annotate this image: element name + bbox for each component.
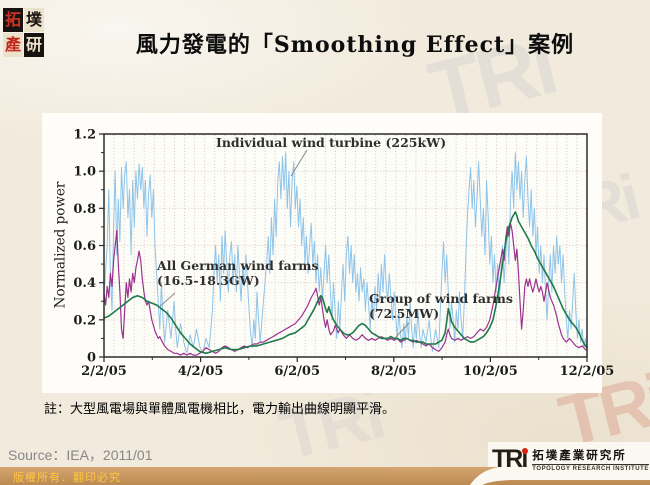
svg-text:0.4: 0.4 [73,276,96,291]
footer-band [0,442,650,485]
tri-chinese-name: 拓墣產業研究所 [532,447,649,465]
svg-text:0.6: 0.6 [73,239,96,254]
seal-char: 產 [3,33,23,57]
svg-text:4/2/05: 4/2/05 [178,364,224,379]
tri-logo-text: 拓墣產業研究所 TOPOLOGY RESEARCH INSTITUTE [532,444,649,472]
tri-letters: TR [492,445,523,473]
svg-text:6/2/05: 6/2/05 [274,364,320,379]
annotation-all-german-wind-farms: All German wind farms (16.5-18.3GW) [157,258,319,288]
slide-title: 風力發電的「Smoothing Effect」案例 [135,32,575,58]
tri-i-red-dot-icon [522,448,529,454]
svg-text:10/2/05: 10/2/05 [463,364,518,379]
annotation-line: All German wind farms [157,258,319,273]
seal-char: 研 [24,33,44,57]
annotation-line: Group of wind farms [369,291,513,306]
chart-note: 註：大型風電場與單體風電機相比，電力輸出曲線明顯平滑。 [44,401,396,416]
tri-english-name: TOPOLOGY RESEARCH INSTITUTE [532,466,649,472]
tri-i-stem: ı [521,445,528,473]
source-line: Source：IEA，2011/01 [8,447,153,463]
tri-logo: TRı 拓墣產業研究所 TOPOLOGY RESEARCH INSTITUTE [492,444,649,481]
seal-char: 拓 [3,8,23,32]
svg-text:0: 0 [87,351,96,366]
annotation-individual-turbine: Individual wind turbine (225kW) [216,135,447,151]
tri-logotype: TRı [492,444,529,474]
seal-char: 墣 [24,8,44,32]
svg-text:12/2/05: 12/2/05 [560,364,615,379]
tri-seal-logo: 拓 墣 產 研 [3,8,44,57]
svg-text:8/2/05: 8/2/05 [371,364,417,379]
annotation-group-of-wind-farms: Group of wind farms (72.5MW) [369,291,513,321]
copyright-text: 版權所有．翻印必究 [13,472,121,484]
logo-background [488,442,650,467]
annotation-line: (72.5MW) [369,305,440,321]
annotation-line: (16.5-18.3GW) [157,272,260,288]
svg-text:2/2/05: 2/2/05 [81,364,127,379]
y-axis-label: Normalized power [52,181,69,309]
svg-text:1.2: 1.2 [73,128,96,143]
footer-swoosh [470,466,650,485]
svg-text:1.0: 1.0 [73,165,96,180]
svg-text:0.2: 0.2 [73,313,96,328]
annotation-line: Individual wind turbine (225kW) [216,135,447,150]
svg-text:0.8: 0.8 [73,202,96,217]
